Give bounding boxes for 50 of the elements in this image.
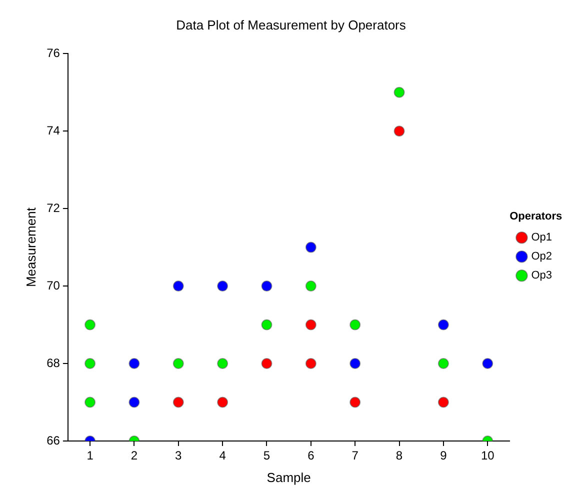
x-tick-label: 4: [219, 448, 226, 463]
x-tick-label: 7: [352, 448, 359, 463]
point: [305, 242, 316, 253]
y-tick-label: 70: [46, 278, 60, 292]
point: [217, 280, 228, 292]
point: [438, 319, 449, 330]
x-tick-label: 9: [440, 448, 448, 463]
chart-title: Data Plot of Measurement by Operators: [176, 17, 406, 32]
x-tick-label: 3: [175, 448, 182, 463]
y-tick-label: 68: [46, 356, 60, 370]
point: [84, 358, 96, 370]
legend-label: Op1: [531, 232, 552, 244]
x-tick-label: 1: [86, 448, 94, 463]
point: [350, 319, 361, 330]
point: [261, 280, 272, 292]
x-axis-title: Sample: [266, 470, 311, 485]
point: [350, 358, 361, 370]
point: [305, 280, 316, 292]
x-tick-label: 10: [480, 448, 495, 463]
point: [305, 319, 316, 330]
point: [217, 396, 228, 408]
point: [394, 86, 405, 98]
y-tick-label: 74: [46, 123, 60, 138]
x-tick-label: 6: [308, 448, 315, 463]
point: [172, 396, 184, 408]
point: [217, 358, 228, 370]
point: [438, 358, 449, 370]
point: [261, 358, 272, 370]
legend-label: Op3: [531, 270, 552, 282]
point: [305, 358, 316, 370]
point: [84, 396, 96, 408]
point: [128, 358, 140, 370]
y-axis-title: Measurement: [23, 207, 38, 288]
point: [172, 358, 184, 370]
point: [172, 280, 184, 292]
point: [394, 126, 405, 137]
x-tick-label: 8: [396, 448, 403, 463]
legend-title: Operators: [510, 210, 562, 222]
point: [128, 396, 140, 408]
y-tick-label: 76: [46, 46, 60, 60]
x-tick-label: 5: [263, 448, 270, 463]
point: [84, 319, 96, 330]
point: [438, 396, 449, 408]
point: [482, 358, 494, 370]
y-tick-label: 66: [46, 433, 60, 448]
point: [350, 396, 361, 408]
point: [261, 319, 272, 330]
x-tick-label: 2: [130, 448, 138, 463]
y-tick-label: 72: [46, 200, 60, 215]
legend-label: Op2: [531, 250, 552, 263]
